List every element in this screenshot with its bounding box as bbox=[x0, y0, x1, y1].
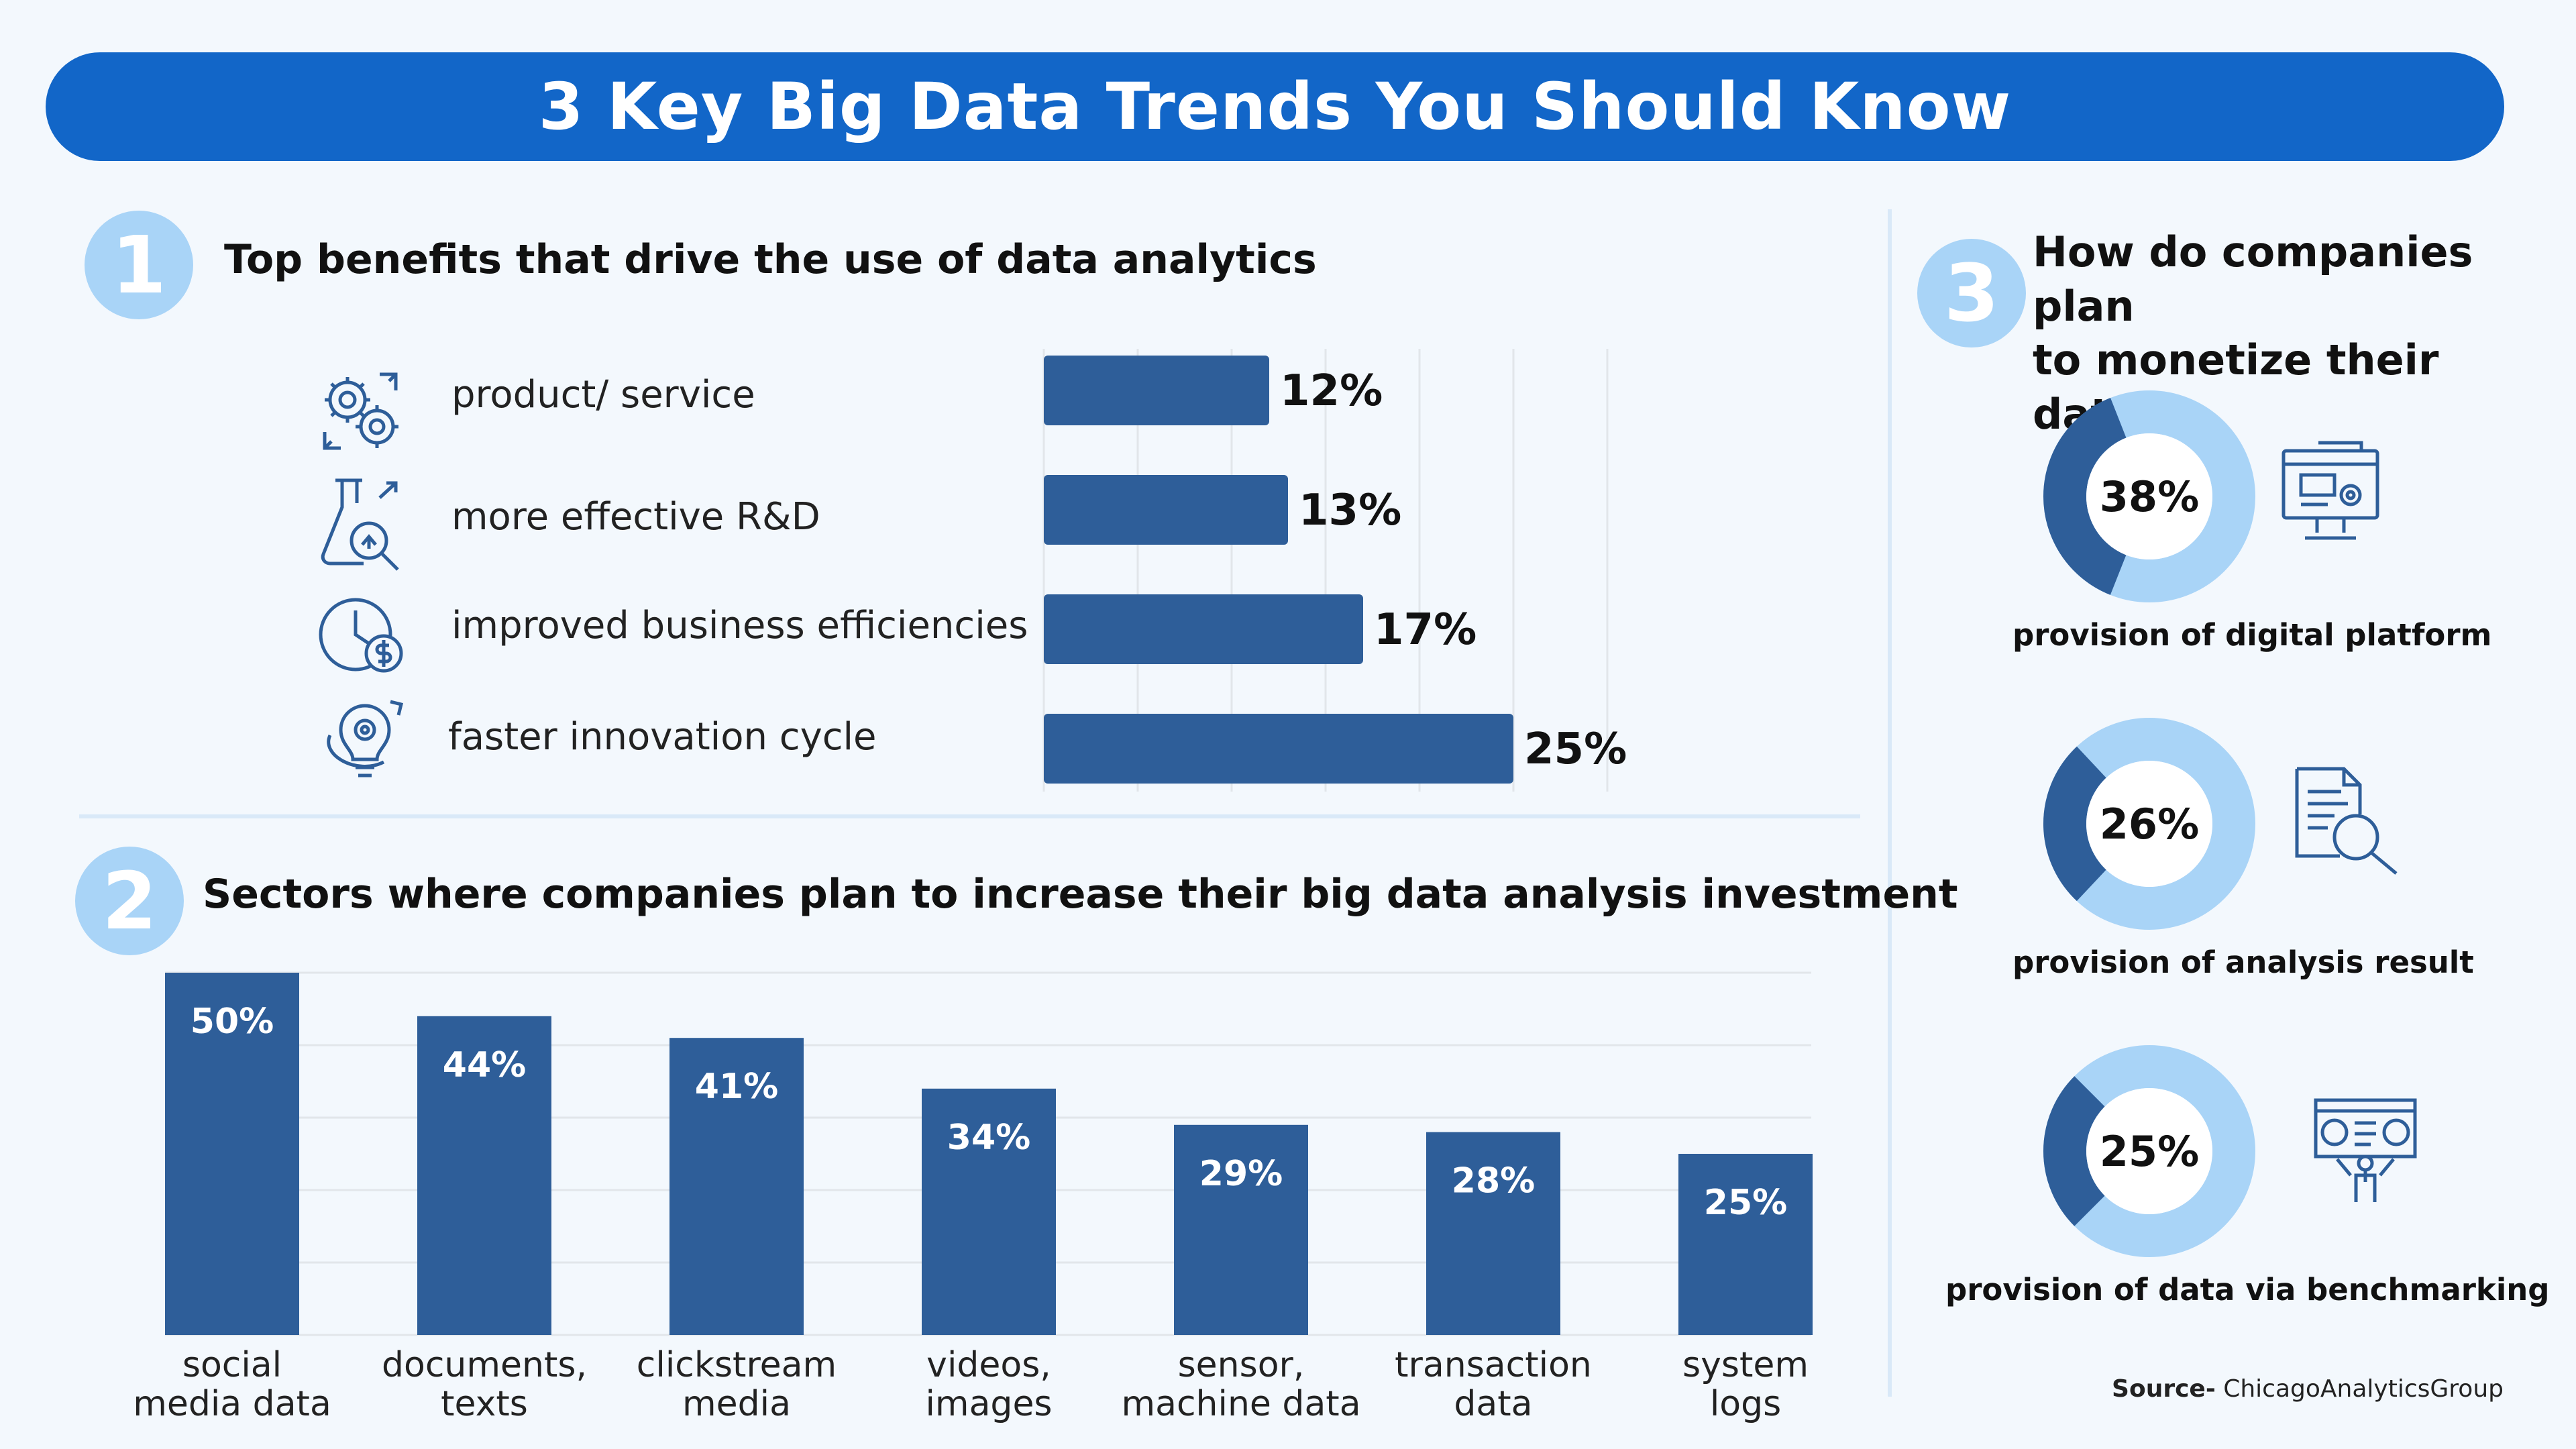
vbar-bar bbox=[165, 973, 299, 1335]
vbar-category-label: data bbox=[1454, 1384, 1532, 1424]
monitor-gear-icon bbox=[2278, 437, 2383, 554]
donut-slice bbox=[2043, 390, 2255, 602]
hbar-value-label: 17% bbox=[1374, 605, 1477, 655]
vbar-bar bbox=[1426, 1132, 1560, 1335]
vbar-bar bbox=[669, 1038, 804, 1335]
donut-label-benchmarking: provision of data via benchmarking bbox=[1945, 1272, 2550, 1307]
donut-chart-digital-platform: 38% bbox=[2043, 390, 2255, 602]
vbar-category-label: images bbox=[925, 1384, 1052, 1424]
vbar-category-label: system bbox=[1682, 1345, 1809, 1385]
hbar-value-label: 25% bbox=[1524, 724, 1627, 774]
donut-label-analysis-result: provision of analysis result bbox=[2012, 945, 2474, 980]
benefit-label-4: faster innovation cycle bbox=[448, 715, 877, 759]
title-banner: 3 Key Big Data Trends You Should Know bbox=[46, 52, 2504, 161]
vbar-value-label: 44% bbox=[443, 1045, 526, 1085]
vbar-category-label: social bbox=[182, 1345, 282, 1385]
vbar-bar bbox=[1174, 1124, 1308, 1335]
vbar-category-label: texts bbox=[441, 1384, 528, 1424]
hbar-value-label: 13% bbox=[1299, 486, 1401, 535]
vbar-bar bbox=[1678, 1154, 1813, 1335]
hbar-bar bbox=[1044, 356, 1269, 425]
source-prefix: Source- bbox=[2112, 1375, 2216, 1403]
lab-flask-search-icon bbox=[315, 474, 409, 577]
section-divider-vertical bbox=[1888, 209, 1892, 1397]
vbar-category-label: media data bbox=[133, 1384, 331, 1424]
vbar-value-label: 29% bbox=[1199, 1154, 1283, 1194]
source-credit: Source- ChicagoAnalyticsGroup bbox=[2112, 1375, 2504, 1403]
section-3-heading: How do companies plan to monetize their … bbox=[2033, 225, 2576, 441]
vbar-value-label: 28% bbox=[1452, 1161, 1535, 1201]
benefit-label-3: improved business efficiencies bbox=[451, 604, 1028, 647]
vbar-value-label: 50% bbox=[191, 1002, 274, 1042]
vbar-category-label: videos, bbox=[926, 1345, 1051, 1385]
vbar-category-label: transaction bbox=[1395, 1345, 1592, 1385]
vbar-category-label: clickstream bbox=[637, 1345, 837, 1385]
vbar-value-label: 25% bbox=[1704, 1183, 1787, 1223]
donut-center bbox=[2086, 433, 2212, 559]
presenter-dashboard-icon bbox=[2312, 1096, 2419, 1206]
source-name: ChicagoAnalyticsGroup bbox=[2215, 1375, 2504, 1403]
gears-cycle-icon bbox=[315, 368, 406, 458]
benefit-label-2: more effective R&D bbox=[451, 495, 820, 539]
donut-label-digital-platform: provision of digital platform bbox=[2012, 617, 2492, 653]
vbar-category-label: machine data bbox=[1121, 1384, 1360, 1424]
vbar-category-label: documents, bbox=[382, 1345, 587, 1385]
donut-center bbox=[2086, 1088, 2212, 1214]
section-1-heading: Top benefits that drive the use of data … bbox=[224, 236, 1317, 283]
document-magnifier-icon bbox=[2290, 762, 2404, 879]
clock-dollar-icon bbox=[315, 593, 409, 683]
vbar-category-label: media bbox=[682, 1384, 791, 1424]
donut-value-label: 26% bbox=[2100, 800, 2199, 849]
benefit-label-1: product/ service bbox=[451, 373, 755, 417]
section-3-badge: 3 bbox=[1917, 239, 2026, 347]
hbar-bar bbox=[1044, 475, 1288, 545]
donut-chart-benchmarking: 25% bbox=[2043, 1045, 2255, 1257]
hbar-bar bbox=[1044, 714, 1513, 784]
page-title: 3 Key Big Data Trends You Should Know bbox=[538, 69, 2012, 144]
vbar-category-label: sensor, bbox=[1178, 1345, 1305, 1385]
donut-value-label: 38% bbox=[2100, 472, 2199, 521]
donut-slice bbox=[2043, 1045, 2255, 1257]
vbar-bar bbox=[417, 1016, 551, 1335]
vbar-bar bbox=[922, 1088, 1056, 1335]
section-2-heading: Sectors where companies plan to increase… bbox=[203, 871, 1958, 918]
donut-center bbox=[2086, 761, 2212, 887]
section-1-badge: 1 bbox=[85, 211, 193, 319]
section-2-badge: 2 bbox=[75, 847, 184, 955]
section-divider-horizontal bbox=[79, 814, 1860, 818]
section-3-heading-line1: How do companies plan bbox=[2033, 227, 2473, 331]
vbar-value-label: 41% bbox=[695, 1067, 778, 1107]
benefits-bar-chart: 12% 13% 17% 25% bbox=[1042, 349, 1627, 792]
vbar-value-label: 34% bbox=[947, 1118, 1030, 1158]
lightbulb-gear-icon bbox=[323, 695, 411, 785]
hbar-value-label: 12% bbox=[1280, 366, 1383, 416]
hbar-bar bbox=[1044, 594, 1363, 664]
vbar-category-label: logs bbox=[1710, 1384, 1781, 1424]
donut-value-label: 25% bbox=[2100, 1127, 2199, 1176]
donut-chart-analysis-result: 26% bbox=[2043, 718, 2255, 930]
